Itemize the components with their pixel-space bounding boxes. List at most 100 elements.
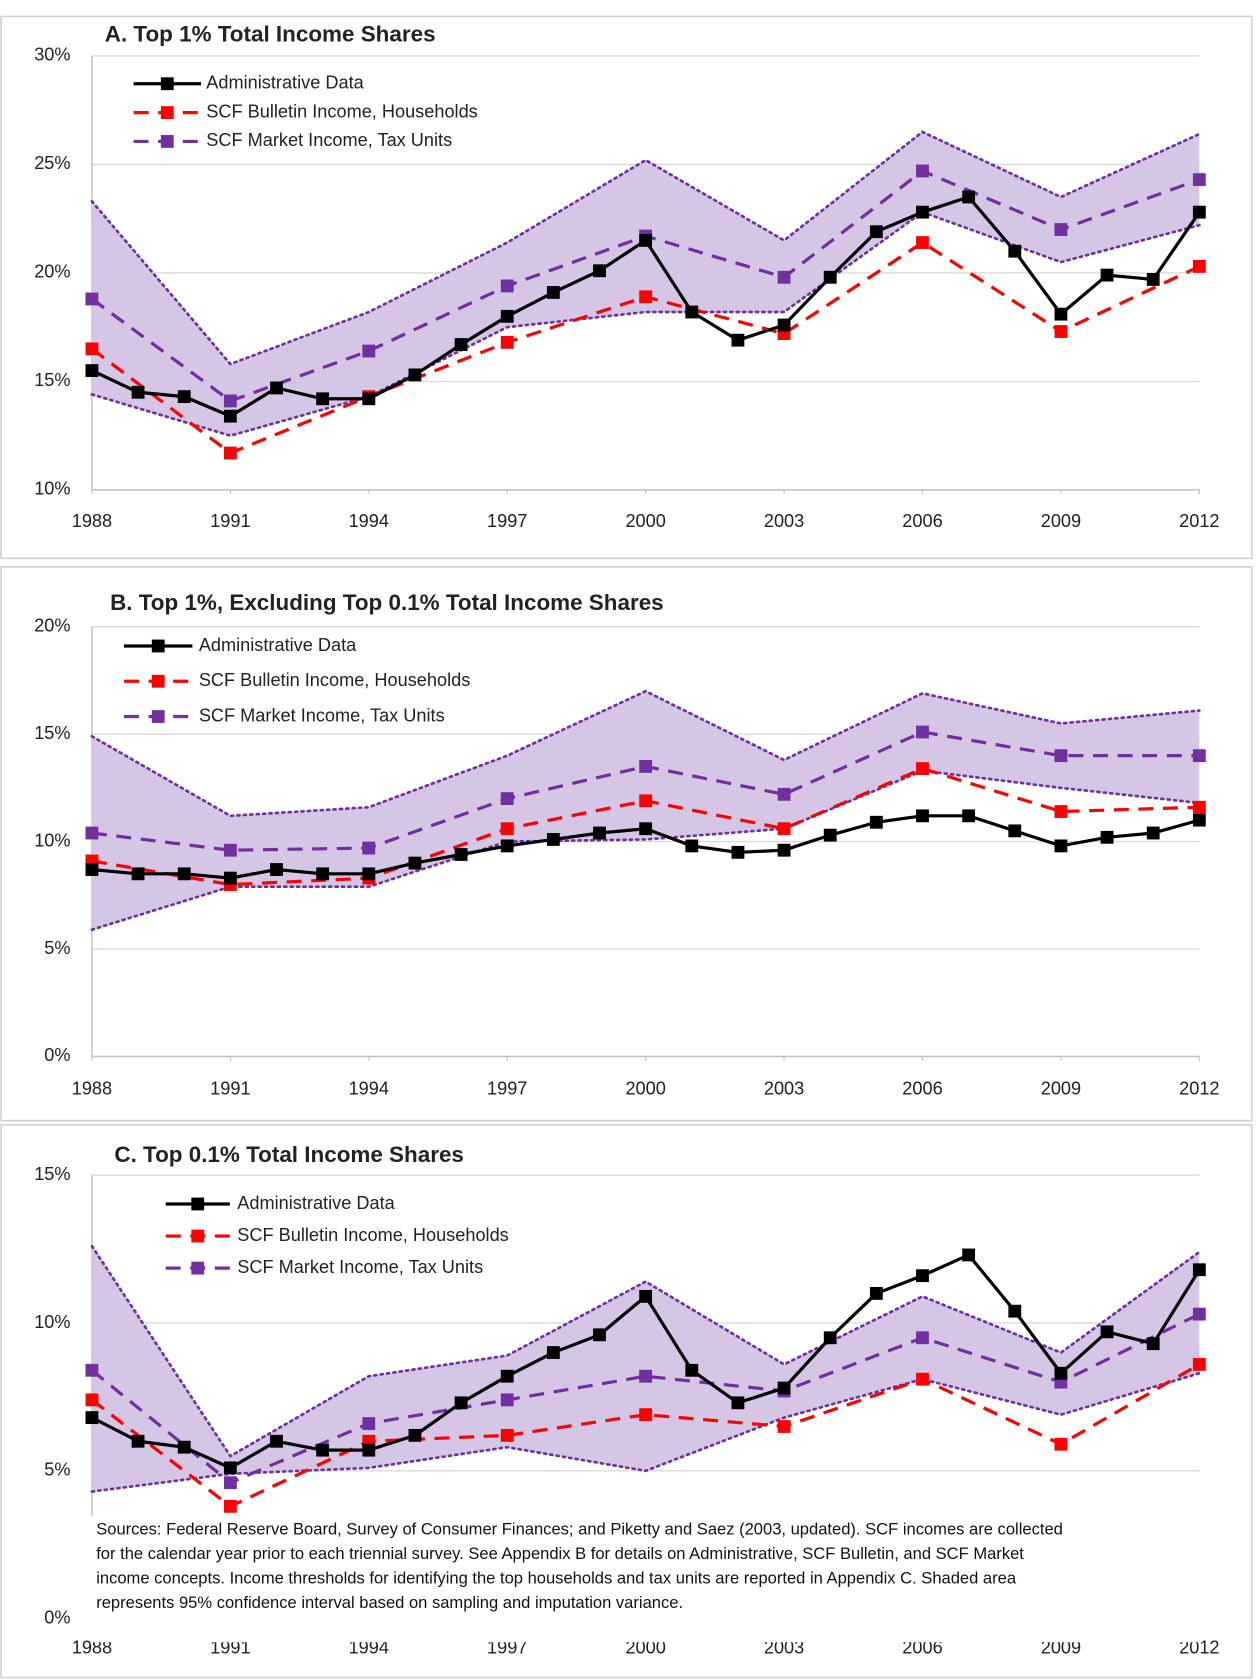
legend-label: SCF Bulletin Income, Households	[206, 101, 477, 121]
x-tick-label: 1997	[487, 1078, 527, 1098]
legend-marker	[151, 674, 165, 688]
legend-marker	[191, 1229, 205, 1243]
y-tick-label: 10%	[34, 479, 70, 499]
point-marker	[85, 342, 99, 356]
legend-marker	[191, 1197, 205, 1211]
point-marker	[500, 839, 514, 853]
point-marker	[500, 792, 514, 806]
x-tick-label: 1988	[72, 1637, 112, 1657]
point-marker	[593, 264, 606, 278]
point-marker	[454, 848, 468, 861]
x-tick-label: 1988	[72, 511, 112, 531]
x-tick-label: 2012	[1179, 511, 1219, 531]
x-tick-label: 1997	[487, 1637, 527, 1657]
point-marker	[362, 867, 376, 881]
legend-label: SCF Bulletin Income, Households	[237, 1225, 508, 1245]
note-line: Sources: Federal Reserve Board, Survey o…	[96, 1519, 1063, 1538]
band-edge	[90, 1371, 1201, 1493]
panel-title: A. Top 1% Total Income Shares	[105, 22, 436, 47]
point-marker	[131, 385, 145, 399]
point-marker	[316, 867, 330, 881]
point-marker	[500, 1369, 514, 1383]
point-marker	[777, 843, 791, 857]
point-marker	[916, 164, 929, 178]
point-marker	[454, 1396, 468, 1410]
y-tick-label: 15%	[34, 723, 70, 743]
point-marker	[639, 290, 653, 304]
point-marker	[1008, 244, 1022, 258]
y-tick-label: 15%	[34, 370, 70, 390]
point-marker	[639, 822, 653, 836]
point-marker	[270, 381, 283, 395]
point-marker	[500, 1428, 514, 1442]
y-tick-label: 20%	[34, 262, 70, 282]
point-marker	[223, 871, 237, 885]
point-marker	[223, 1461, 237, 1475]
band-edge	[90, 130, 1201, 366]
legend-marker	[160, 135, 174, 148]
point-marker	[639, 1289, 653, 1303]
note-line: for the calendar year prior to each trie…	[96, 1544, 1024, 1563]
point-marker	[177, 390, 191, 404]
point-marker	[362, 1443, 376, 1457]
point-marker	[731, 845, 745, 859]
point-marker	[546, 1346, 560, 1359]
point-marker	[408, 856, 422, 870]
point-marker	[916, 205, 929, 219]
y-tick-label: 30%	[34, 45, 70, 65]
point-marker	[777, 270, 791, 284]
point-marker	[593, 826, 606, 840]
x-tick-label: 2006	[902, 1637, 942, 1657]
point-marker	[639, 1408, 653, 1422]
point-marker	[1146, 1337, 1160, 1351]
point-marker	[593, 1328, 606, 1342]
point-marker	[639, 794, 653, 808]
point-marker	[408, 368, 422, 382]
x-tick-label: 2006	[902, 511, 942, 531]
y-tick-label: 10%	[34, 830, 70, 850]
note-line: represents 95% confidence interval based…	[96, 1593, 683, 1612]
point-marker	[777, 1381, 791, 1395]
point-marker	[223, 446, 237, 460]
point-marker	[777, 1420, 791, 1433]
x-tick-label: 2009	[1041, 511, 1081, 531]
note-line: income concepts. Income thresholds for i…	[96, 1569, 1017, 1588]
point-marker	[869, 815, 883, 829]
point-marker	[916, 1372, 929, 1386]
legend-marker	[191, 1261, 205, 1275]
legend-label: Administrative Data	[206, 73, 364, 93]
point-marker	[869, 1286, 883, 1300]
point-marker	[916, 1331, 929, 1345]
x-tick-label: 1994	[349, 1078, 389, 1098]
x-tick-label: 2000	[625, 1637, 665, 1657]
point-marker	[916, 809, 929, 823]
point-marker	[1192, 1307, 1206, 1321]
point-marker	[131, 1434, 145, 1448]
y-tick-label: 20%	[34, 616, 70, 636]
point-marker	[1192, 749, 1206, 763]
point-marker	[85, 364, 99, 377]
panel: 0% 5% 10% 15% 1988 1991 1994 1997 2000 2003 2006 20…	[0, 1124, 1253, 1679]
panel: 10% 15% 20% 25% 30% 1988 1991 1994 1997 2000 2003 2…	[0, 15, 1253, 560]
panel: 0% 5% 10% 15% 20% 1988 1991 1994 1997 2000 2003 200…	[0, 566, 1253, 1122]
point-marker	[408, 1428, 422, 1442]
y-tick-label: 5%	[44, 1460, 70, 1480]
point-marker	[316, 392, 330, 406]
point-marker	[777, 318, 791, 332]
x-tick-label: 2009	[1041, 1078, 1081, 1098]
point-marker	[1192, 173, 1206, 187]
point-marker	[177, 1440, 191, 1454]
point-marker	[1100, 830, 1114, 844]
point-marker	[1100, 1325, 1114, 1339]
point-marker	[270, 1434, 283, 1448]
point-marker	[223, 1499, 237, 1513]
y-tick-label: 15%	[34, 1164, 70, 1184]
legend-label: SCF Market Income, Tax Units	[206, 130, 452, 150]
x-tick-label: 2003	[764, 1637, 804, 1657]
x-tick-label: 2003	[764, 1078, 804, 1098]
point-marker	[916, 762, 929, 775]
point-marker	[1146, 826, 1160, 840]
point-marker	[270, 863, 283, 876]
x-tick-label: 2000	[625, 511, 665, 531]
point-marker	[1054, 325, 1068, 338]
